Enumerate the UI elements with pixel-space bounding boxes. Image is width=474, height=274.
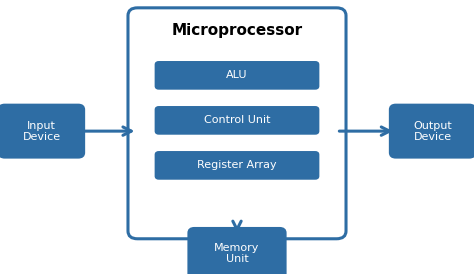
Text: ALU: ALU <box>226 70 248 80</box>
Text: Unit: Unit <box>226 254 248 264</box>
Text: Device: Device <box>413 132 452 142</box>
Text: Control Unit: Control Unit <box>204 115 270 125</box>
Text: Memory: Memory <box>214 243 260 253</box>
Text: Input: Input <box>27 121 56 131</box>
Text: Register Array: Register Array <box>197 160 277 170</box>
FancyBboxPatch shape <box>155 107 319 134</box>
FancyBboxPatch shape <box>189 228 285 274</box>
Text: Microprocessor: Microprocessor <box>172 23 302 38</box>
FancyBboxPatch shape <box>155 62 319 89</box>
Text: Output: Output <box>413 121 452 131</box>
FancyBboxPatch shape <box>0 105 84 157</box>
FancyBboxPatch shape <box>390 105 474 157</box>
FancyBboxPatch shape <box>128 8 346 239</box>
Text: Device: Device <box>22 132 61 142</box>
FancyBboxPatch shape <box>155 152 319 179</box>
